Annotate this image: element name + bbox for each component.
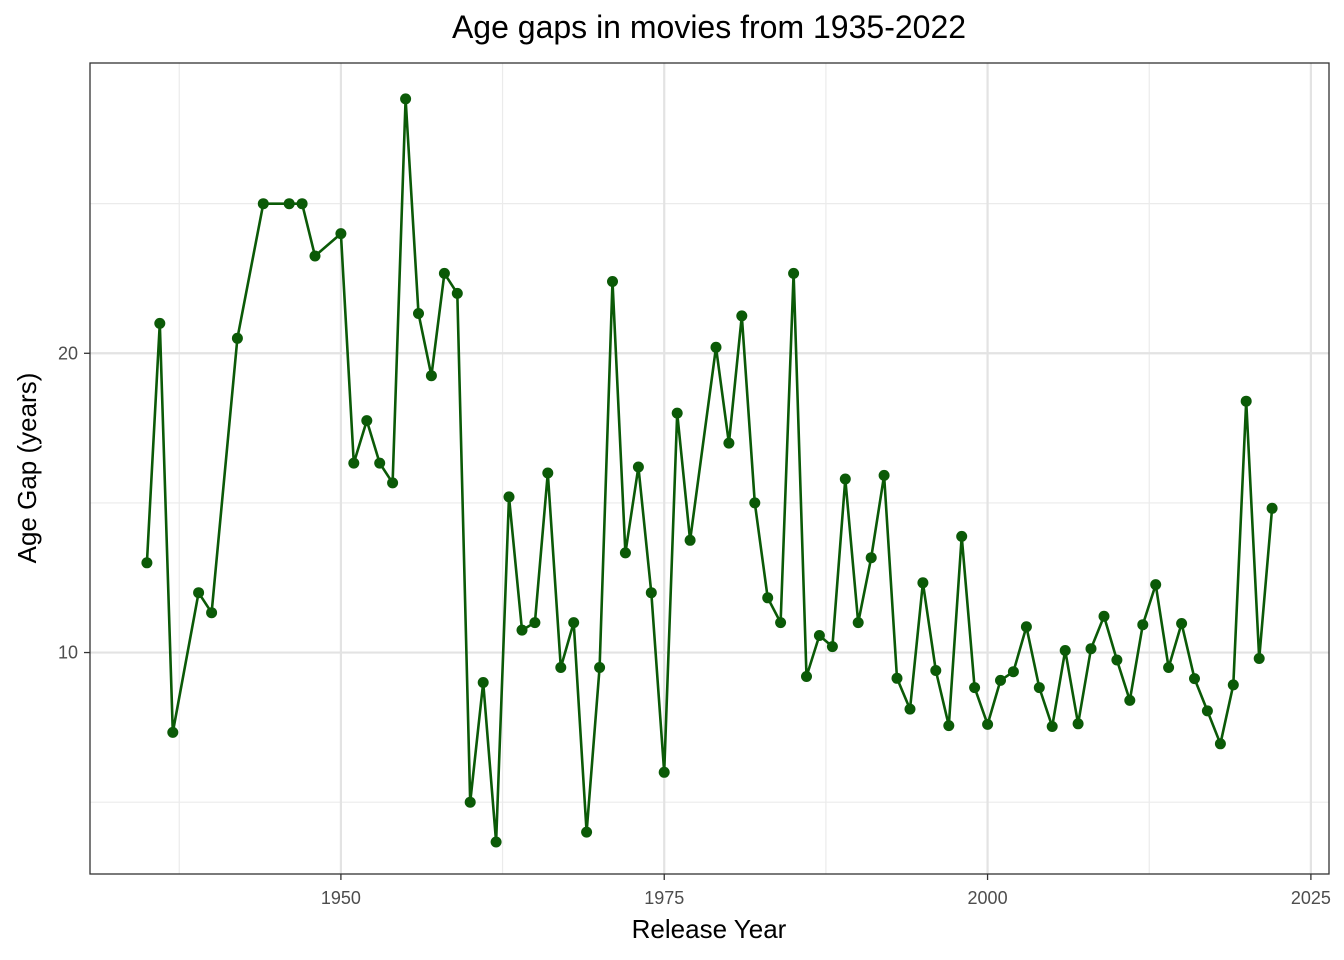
- data-point: [1085, 643, 1097, 655]
- data-point: [956, 530, 968, 542]
- data-point: [1201, 705, 1213, 717]
- data-points: [141, 93, 1278, 848]
- data-point: [982, 718, 994, 730]
- series-line: [145, 97, 1274, 844]
- x-tick-label: 2025: [1291, 888, 1331, 908]
- minor-gridlines: [90, 63, 1329, 874]
- data-point: [788, 267, 800, 279]
- plot-panel-border: [89, 62, 1330, 875]
- data-point: [1059, 645, 1071, 656]
- data-point: [736, 310, 748, 322]
- data-point: [865, 552, 877, 564]
- x-tick-label: 2000: [968, 888, 1008, 908]
- data-point: [1098, 610, 1110, 622]
- data-point: [632, 461, 644, 473]
- data-point: [775, 617, 787, 629]
- data-point: [1020, 621, 1032, 633]
- y-axis-title: Age Gap (years): [12, 373, 42, 564]
- data-point: [762, 592, 774, 604]
- data-point: [1227, 679, 1239, 691]
- chart-title: Age gaps in movies from 1935-2022: [452, 9, 966, 45]
- data-point: [1214, 738, 1226, 750]
- data-point: [581, 826, 593, 838]
- x-axis: 1950 1975 2000 2025: [321, 874, 1331, 908]
- data-point: [749, 497, 761, 509]
- data-point: [309, 250, 321, 262]
- data-point: [878, 469, 890, 481]
- x-tick-label: 1975: [644, 888, 684, 908]
- data-point: [1046, 721, 1058, 732]
- data-point: [167, 726, 179, 738]
- data-point: [1137, 619, 1149, 631]
- data-point: [930, 665, 942, 676]
- data-point: [671, 407, 683, 419]
- data-point: [374, 457, 386, 469]
- data-point: [1150, 579, 1162, 591]
- data-point: [607, 276, 618, 287]
- major-gridlines: [90, 63, 1329, 874]
- data-point: [283, 198, 295, 210]
- data-point: [516, 624, 528, 636]
- data-point: [1124, 694, 1136, 706]
- data-point: [891, 672, 903, 684]
- data-point: [542, 467, 554, 479]
- data-point: [529, 617, 541, 629]
- data-point: [1266, 502, 1278, 514]
- data-point: [645, 587, 657, 599]
- data-point: [490, 836, 502, 848]
- data-point: [852, 617, 864, 629]
- data-point: [400, 93, 412, 105]
- data-point: [257, 198, 269, 210]
- data-point: [464, 796, 476, 808]
- data-point: [296, 198, 308, 210]
- y-axis: 10 20: [58, 343, 90, 663]
- data-point: [503, 491, 515, 503]
- data-point: [193, 587, 205, 599]
- data-point: [826, 641, 838, 653]
- data-point: [1072, 718, 1084, 730]
- data-point: [438, 267, 450, 279]
- x-tick-label: 1950: [321, 888, 361, 908]
- data-point: [451, 287, 463, 299]
- data-point: [917, 577, 929, 589]
- data-point: [1176, 618, 1188, 629]
- data-point: [1007, 666, 1019, 678]
- data-point: [594, 662, 606, 673]
- data-point: [1163, 662, 1175, 673]
- data-point: [231, 332, 243, 344]
- data-point: [413, 308, 424, 319]
- data-point: [1111, 654, 1123, 666]
- data-point: [969, 682, 981, 694]
- data-point: [723, 437, 735, 449]
- data-point: [1240, 395, 1252, 407]
- data-point: [904, 703, 916, 715]
- y-tick-label: 20: [58, 343, 78, 363]
- data-point: [387, 477, 399, 489]
- data-point: [839, 473, 851, 485]
- data-point: [477, 677, 489, 688]
- data-point: [154, 317, 166, 329]
- data-point: [813, 630, 825, 641]
- data-point: [684, 534, 696, 546]
- data-point: [361, 415, 373, 427]
- data-point: [619, 547, 631, 559]
- data-point: [348, 457, 360, 469]
- data-point: [1033, 682, 1045, 694]
- data-point: [141, 557, 153, 569]
- data-point: [658, 766, 670, 778]
- data-point: [335, 228, 347, 240]
- y-tick-label: 10: [58, 643, 78, 663]
- data-point: [1189, 673, 1200, 685]
- data-point: [425, 370, 437, 382]
- data-point: [801, 671, 812, 682]
- data-point: [206, 607, 218, 619]
- data-point: [710, 341, 722, 353]
- data-point: [995, 674, 1006, 686]
- x-axis-title: Release Year: [632, 914, 787, 944]
- data-point: [555, 662, 567, 673]
- data-point: [1253, 653, 1265, 664]
- data-point: [568, 617, 580, 629]
- data-point: [943, 720, 955, 732]
